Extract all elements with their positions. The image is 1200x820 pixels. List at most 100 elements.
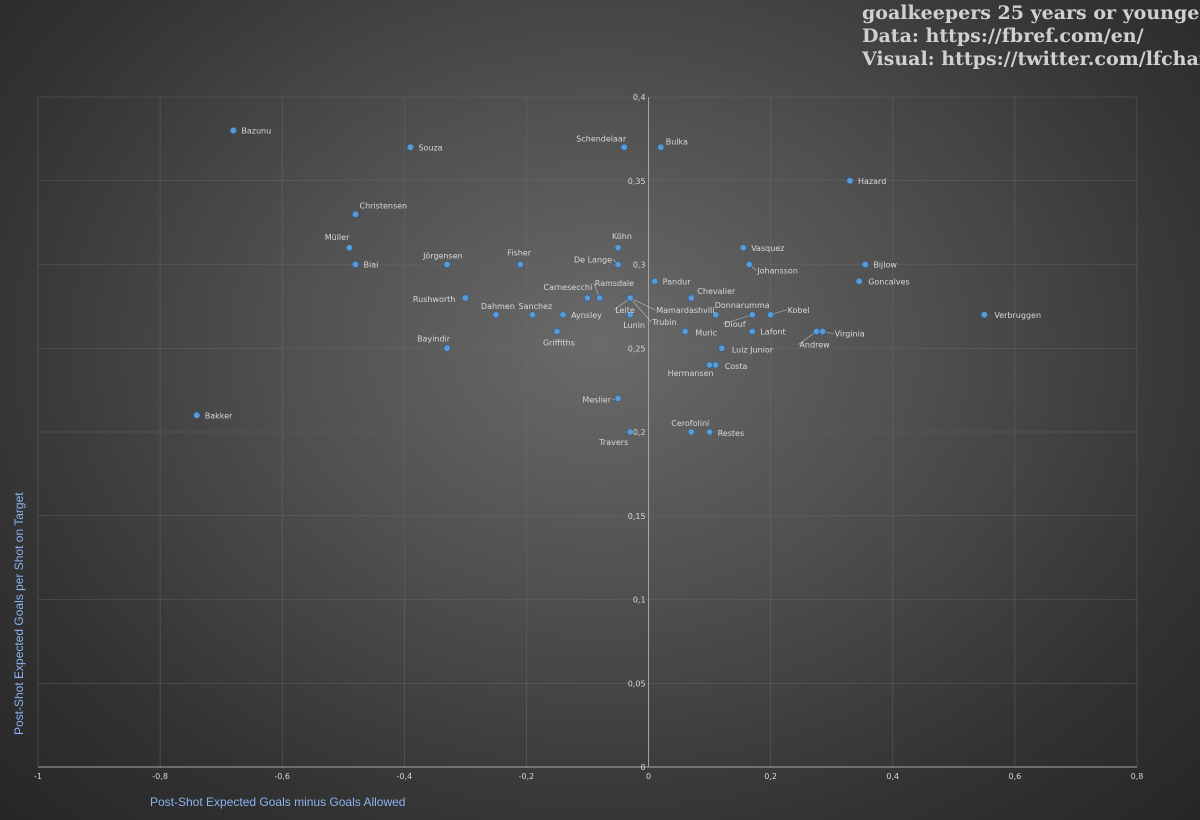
leader-diouf	[723, 314, 753, 325]
point-bijlow	[861, 260, 869, 268]
point-label-fisher: Fisher	[507, 249, 531, 258]
y-tick-label: 0,25	[628, 344, 646, 353]
point-chevalier	[687, 294, 695, 302]
point-label-carnesecchi: Carnesecchi	[544, 283, 593, 292]
leader-andrew	[798, 331, 817, 345]
point-christensen	[351, 210, 359, 218]
point-label-meslier: Meslier	[582, 396, 611, 405]
y-tick-label: 0,2	[633, 428, 646, 437]
point-restes	[706, 428, 714, 436]
point-label-goncalves: Goncalves	[868, 277, 910, 286]
point-aynsley	[559, 311, 567, 319]
point-label-muric: Muric	[695, 329, 717, 338]
point-label-costa: Costa	[725, 362, 748, 371]
point-j-rgensen	[443, 260, 451, 268]
point-diouf	[748, 311, 756, 319]
point-label-travers: Travers	[598, 438, 628, 447]
point-travers	[626, 428, 634, 436]
point-donnarumma	[712, 311, 720, 319]
x-tick-label: 0,4	[886, 772, 899, 781]
point-souza	[406, 143, 414, 151]
point-sanchez	[529, 311, 537, 319]
x-tick-label: -1	[34, 772, 42, 781]
point-label-hermansen: Hermansen	[668, 369, 714, 378]
point-label-verbruggen: Verbruggen	[994, 311, 1041, 320]
point-label-vasquez: Vasquez	[751, 244, 784, 253]
point-verbruggen	[980, 311, 988, 319]
point-lunin	[626, 311, 634, 319]
y-tick-label: 0,15	[628, 512, 646, 521]
y-tick-labels: 0 0,05 0,1 0,15 0,2 0,25 0,3 0,35 0,4	[628, 93, 646, 772]
point-label-dahmen: Dahmen	[481, 302, 515, 311]
point-labels: Bazunu Souza Schendelaar Bulka Hazard Christe…	[205, 127, 1041, 448]
point-label-pandur: Pandur	[663, 277, 692, 286]
point-label-luiz-junior: Luiz Junior	[732, 345, 774, 354]
point-bakker	[193, 411, 201, 419]
point-label-johansson: Johansson	[756, 267, 798, 276]
point-hazard	[846, 177, 854, 185]
x-tick-label: -0,2	[519, 772, 535, 781]
point-vasquez	[739, 244, 747, 252]
leader-trubin	[630, 297, 652, 323]
point-k-hn	[614, 244, 622, 252]
point-bazunu	[229, 127, 237, 135]
point-label-leite: Leite	[615, 306, 635, 315]
point-muric	[681, 327, 689, 335]
x-tick-label: 0,2	[764, 772, 777, 781]
y-tick-label: 0,3	[633, 261, 646, 270]
point-virginia	[819, 327, 827, 335]
x-tick-label: -0,4	[397, 772, 413, 781]
point-costa	[712, 361, 720, 369]
chart-title: goalkeepers 25 years or younger	[862, 2, 1200, 24]
point-label-lafont: Lafont	[760, 328, 785, 337]
point-label-bakker: Bakker	[205, 411, 233, 420]
point-label-bazunu: Bazunu	[241, 127, 271, 136]
y-tick-label: 0,35	[628, 177, 646, 186]
point-cerofolini	[687, 428, 695, 436]
point-label-chevalier: Chevalier	[697, 287, 736, 296]
y-tick-label: 0	[640, 763, 645, 772]
chart-title-block: goalkeepers 25 years or younger Data: ht…	[862, 2, 1200, 71]
point-rushworth	[461, 294, 469, 302]
point-label-ramsdale: Ramsdale	[595, 279, 634, 288]
point-label-rushworth: Rushworth	[413, 295, 455, 304]
point-label-cerofolini: Cerofolini	[671, 419, 709, 428]
point-label-mamardashvili: Mamardashvili	[656, 306, 714, 315]
data-points	[193, 127, 988, 436]
point-label-souza: Souza	[418, 143, 442, 152]
axes	[38, 97, 1137, 768]
point-trubin	[626, 294, 634, 302]
point-johansson	[745, 260, 753, 268]
point-label-k-hn: Köhn	[612, 232, 632, 241]
point-pandur	[651, 277, 659, 285]
point-label-schendelaar: Schendelaar	[576, 134, 627, 143]
point-biai	[351, 260, 359, 268]
point-kobel	[767, 311, 775, 319]
visual-credit-line: Visual: https://twitter.com/lfcharveyel	[862, 48, 1200, 70]
point-label-bulka: Bulka	[666, 137, 688, 146]
point-label-diouf: Diouf	[724, 320, 745, 329]
point-label-donnarumma: Donnarumma	[715, 301, 770, 310]
point-label-biai: Biai	[363, 261, 378, 270]
point-luiz-junior	[718, 344, 726, 352]
point-de-lange	[614, 260, 622, 268]
data-source-line: Data: https://fbref.com/en/	[862, 25, 1144, 47]
point-label-sanchez: Sanchez	[519, 302, 553, 311]
point-label-m-ller: Müller	[325, 233, 350, 242]
point-label-bayindir: Bayindir	[417, 334, 451, 343]
point-label-j-rgensen: Jörgensen	[422, 252, 463, 261]
point-label-bijlow: Bijlow	[873, 261, 897, 270]
point-lafont	[748, 327, 756, 335]
point-ramsdale	[596, 294, 604, 302]
x-tick-label: -0,6	[274, 772, 290, 781]
x-tick-label: 0	[646, 772, 651, 781]
x-tick-label: 0,6	[1009, 772, 1022, 781]
x-tick-labels: -1 -0,8 -0,6 -0,4 -0,2 0 0,2 0,4 0,6 0,8	[34, 772, 1143, 781]
point-bulka	[657, 143, 665, 151]
point-label-lunin: Lunin	[623, 321, 645, 330]
point-meslier	[614, 394, 622, 402]
point-hermansen	[706, 361, 714, 369]
point-fisher	[516, 260, 524, 268]
y-axis-title: Post-Shot Expected Goals per Shot on Tar…	[12, 492, 26, 735]
